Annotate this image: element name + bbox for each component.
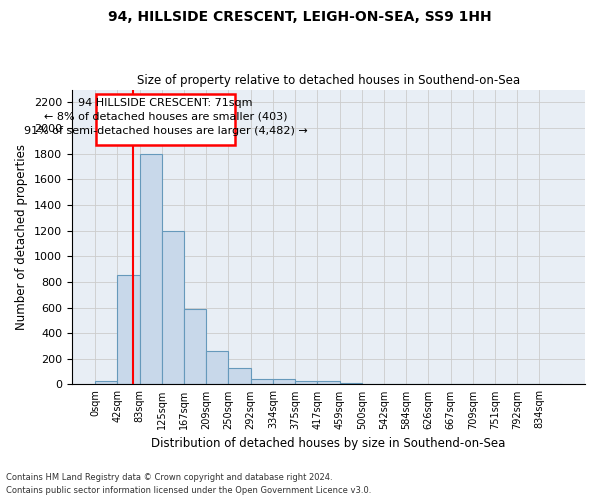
Bar: [118, 276, 140, 384]
FancyBboxPatch shape: [96, 94, 235, 144]
Bar: [206, 351, 229, 384]
Bar: [140, 154, 162, 384]
Text: 94, HILLSIDE CRESCENT, LEIGH-ON-SEA, SS9 1HH: 94, HILLSIDE CRESCENT, LEIGH-ON-SEA, SS9…: [108, 10, 492, 24]
Text: Contains HM Land Registry data © Crown copyright and database right 2024.
Contai: Contains HM Land Registry data © Crown c…: [6, 474, 371, 495]
Text: 94 HILLSIDE CRESCENT: 71sqm
← 8% of detached houses are smaller (403)
91% of sem: 94 HILLSIDE CRESCENT: 71sqm ← 8% of deta…: [24, 98, 308, 136]
Y-axis label: Number of detached properties: Number of detached properties: [15, 144, 28, 330]
Bar: [162, 230, 184, 384]
Bar: [229, 368, 251, 384]
X-axis label: Distribution of detached houses by size in Southend-on-Sea: Distribution of detached houses by size …: [151, 437, 506, 450]
Bar: [317, 381, 340, 384]
Title: Size of property relative to detached houses in Southend-on-Sea: Size of property relative to detached ho…: [137, 74, 520, 87]
Bar: [251, 378, 273, 384]
Bar: [184, 309, 206, 384]
Bar: [295, 380, 317, 384]
Bar: [273, 378, 295, 384]
Bar: [340, 382, 362, 384]
Bar: [95, 381, 118, 384]
